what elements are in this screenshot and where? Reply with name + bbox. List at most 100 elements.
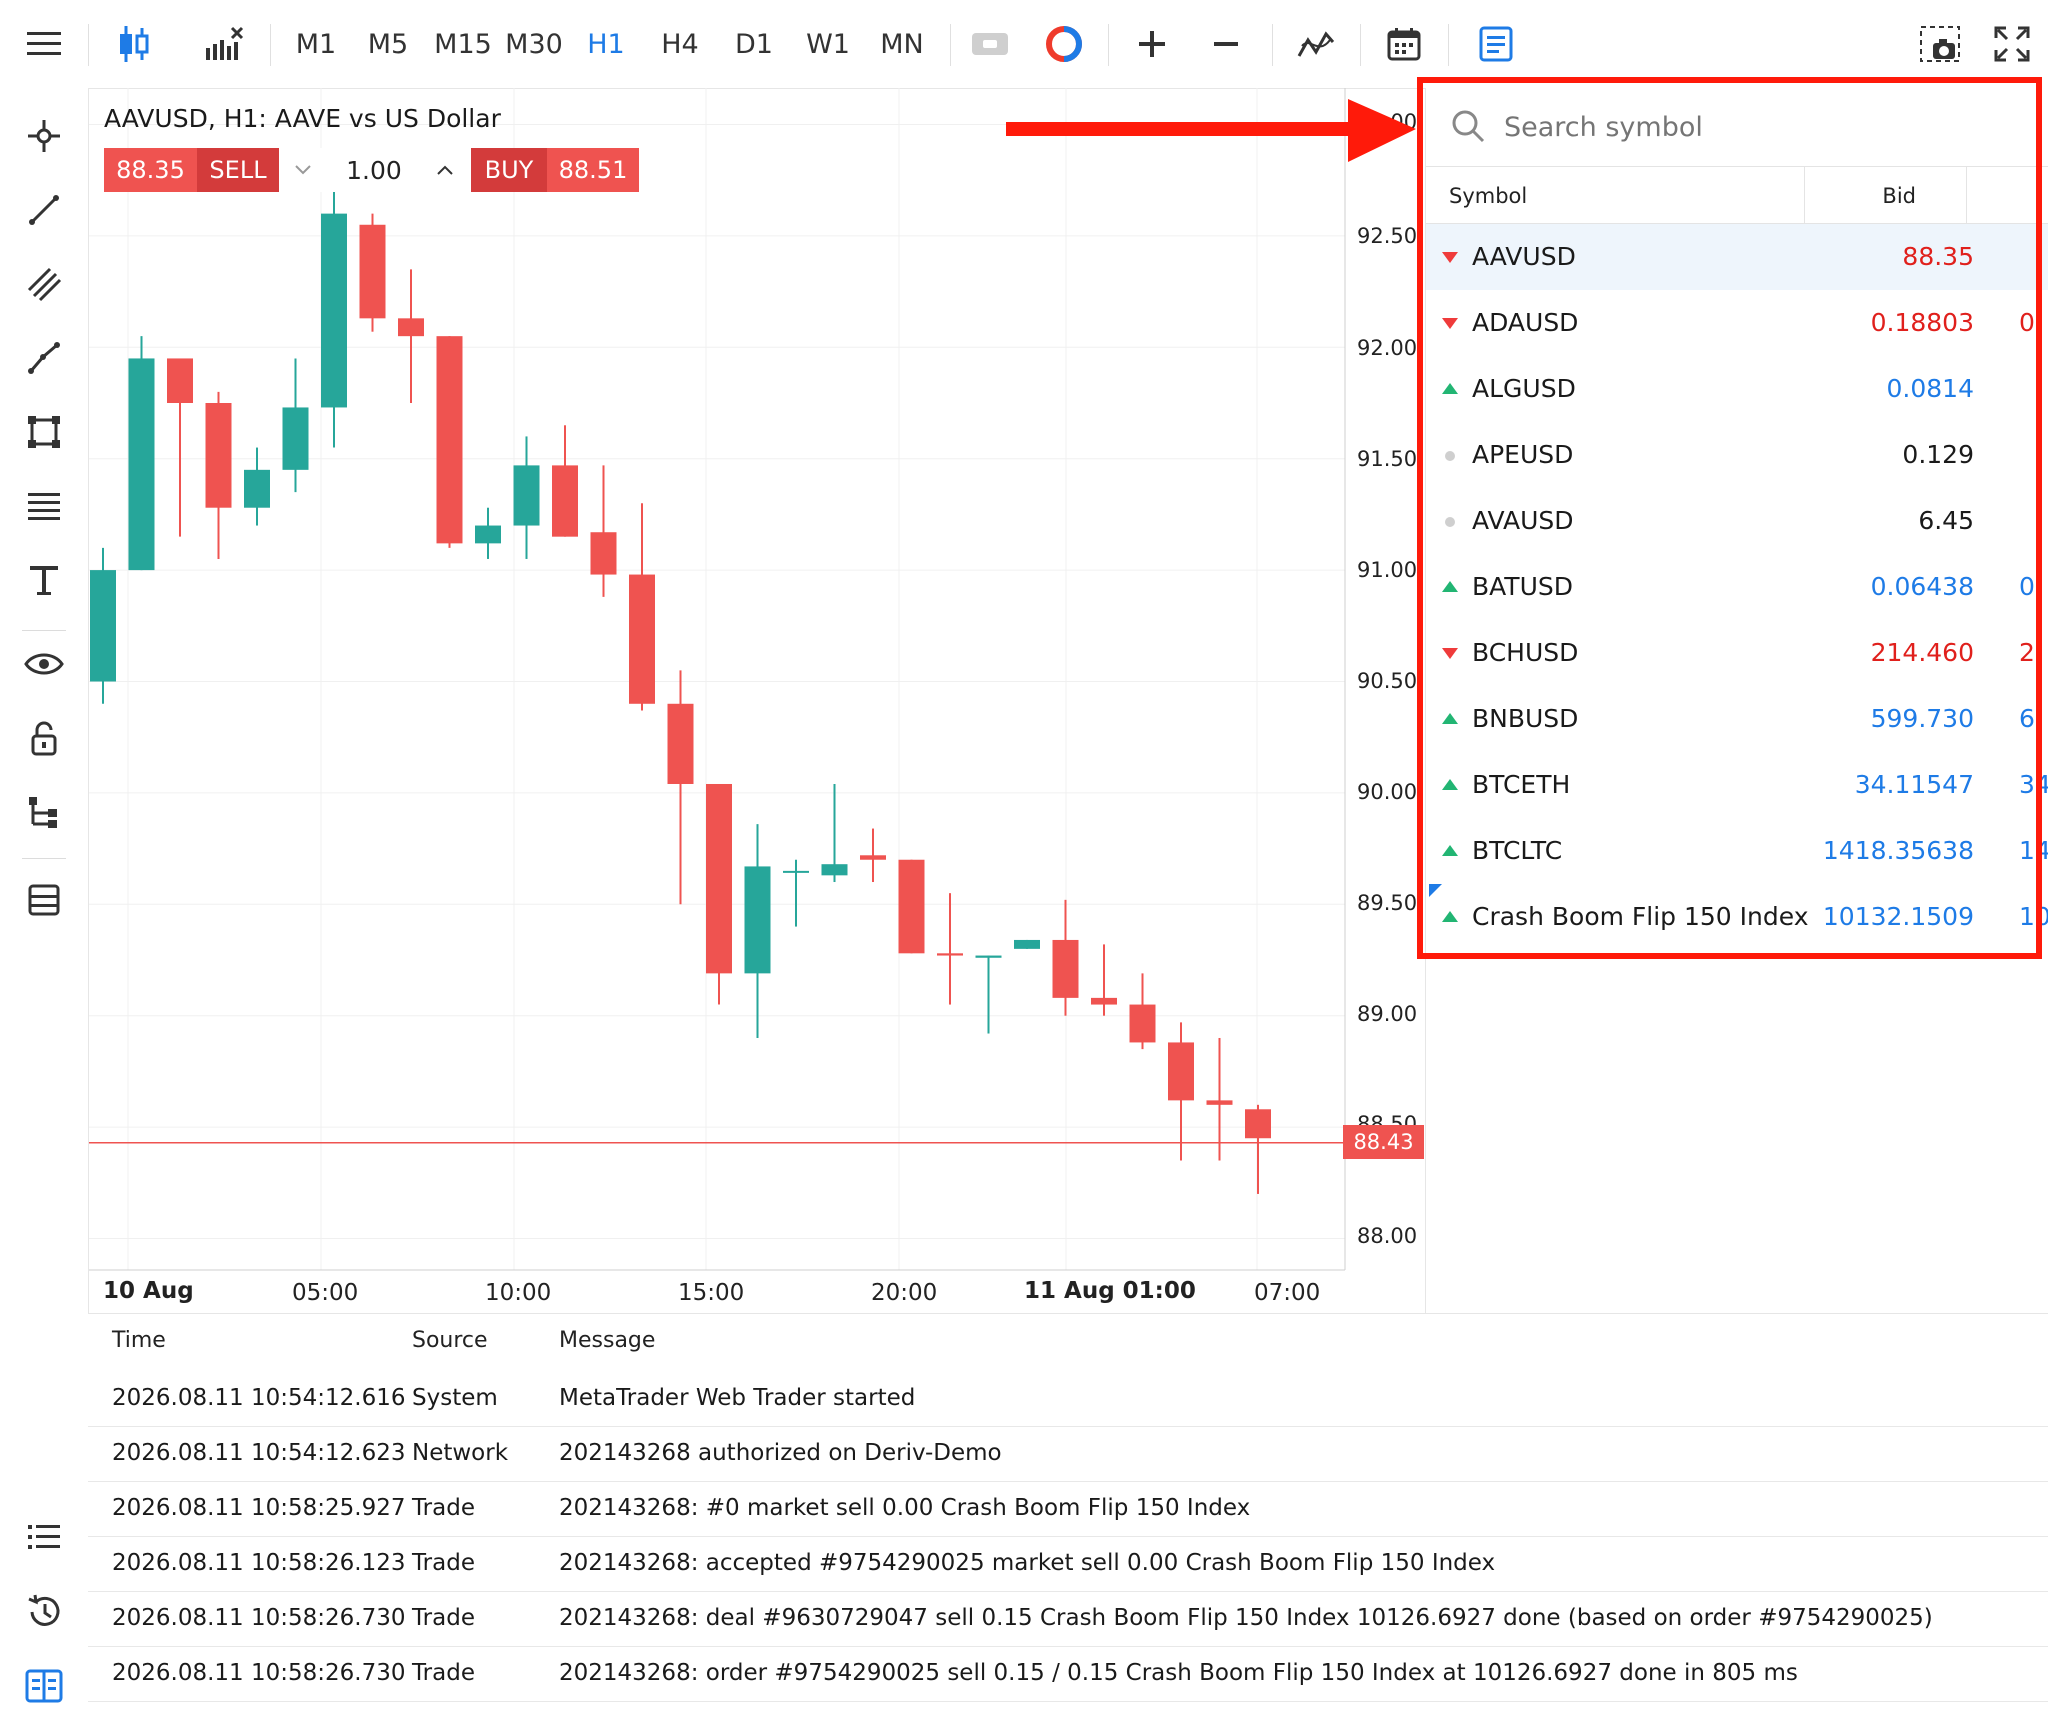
candle-body xyxy=(860,855,886,860)
calendar-icon[interactable] xyxy=(1376,14,1432,74)
symbol-row[interactable]: ALGUSD 0.0814 xyxy=(1426,356,2048,422)
price-axis-label: 88.00 xyxy=(1357,1224,1418,1248)
candle-body xyxy=(167,358,193,403)
volume-input[interactable]: 1.00 xyxy=(346,155,402,185)
timeframe-m15[interactable]: M15 xyxy=(434,28,492,60)
timeframe-m1[interactable]: M1 xyxy=(295,28,337,60)
timeframe-w1[interactable]: W1 xyxy=(806,28,850,60)
candle-body xyxy=(629,574,655,704)
candle-body xyxy=(1206,1100,1233,1105)
journal-time: 2026.08.11 10:58:26.730 xyxy=(112,1605,406,1631)
symbol-name: BCHUSD xyxy=(1472,638,1579,667)
journal-row[interactable]: 2026.08.11 10:58:25.927 Trade 202143268: #… xyxy=(88,1481,2048,1537)
crosshair-icon[interactable] xyxy=(18,110,70,162)
indicators-icon[interactable] xyxy=(196,14,252,74)
symbol-name: ADAUSD xyxy=(1472,308,1579,337)
price-down-icon xyxy=(1442,648,1458,659)
text-tool-icon[interactable] xyxy=(18,554,70,606)
journal-time: 2026.08.11 10:58:25.927 xyxy=(112,1495,406,1521)
volume-increase-icon[interactable] xyxy=(425,148,465,192)
candle-body xyxy=(513,465,540,526)
symbol-row[interactable]: AAVUSD 88.35 xyxy=(1426,224,2048,290)
scroll-marker-icon xyxy=(1429,884,1442,897)
symbol-row[interactable]: BCHUSD 214.460 2 xyxy=(1426,620,2048,686)
journal-row[interactable]: 2026.08.11 10:54:12.616 System MetaTrader … xyxy=(88,1371,2048,1427)
time-axis-label: 10:00 xyxy=(485,1280,552,1306)
journal-message: 202143268: deal #9630729047 sell 0.15 Cr… xyxy=(559,1605,1933,1631)
price-up-icon xyxy=(1442,911,1458,922)
candlestick-chart-icon[interactable] xyxy=(106,14,162,74)
symbol-row[interactable]: Crash Boom Flip 150 Index 10132.1509 1013 xyxy=(1426,884,2048,950)
one-click-trading-icon[interactable] xyxy=(962,14,1018,74)
symbol-row[interactable]: APEUSD 0.129 xyxy=(1426,422,2048,488)
trend-line-icon[interactable] xyxy=(18,184,70,236)
timeframe-m30[interactable]: M30 xyxy=(505,28,563,60)
search-input[interactable] xyxy=(1502,102,2026,152)
journal-source: Trade xyxy=(412,1605,475,1631)
price-up-icon xyxy=(1442,383,1458,394)
column-header-time[interactable]: Time xyxy=(112,1328,166,1353)
volume-decrease-icon[interactable] xyxy=(283,148,323,192)
column-header-symbol[interactable]: Symbol xyxy=(1449,184,1528,208)
column-header-bid[interactable]: Bid xyxy=(1882,184,1916,208)
trading-mode-icon[interactable] xyxy=(1036,14,1092,74)
symbol-row[interactable]: AVAUSD 6.45 xyxy=(1426,488,2048,554)
timeframe-mn[interactable]: MN xyxy=(880,28,924,60)
line-chart-icon[interactable] xyxy=(1288,14,1344,74)
price-unchanged-icon xyxy=(1445,517,1455,527)
channel-icon[interactable] xyxy=(18,258,70,310)
time-axis-label: 05:00 xyxy=(292,1280,359,1306)
candle-body xyxy=(1129,1004,1156,1043)
symbol-row[interactable]: BTCETH 34.11547 34 xyxy=(1426,752,2048,818)
polyline-icon[interactable] xyxy=(18,332,70,384)
shapes-icon[interactable] xyxy=(18,406,70,458)
history-icon[interactable] xyxy=(18,1586,70,1638)
price-chart[interactable] xyxy=(0,0,1425,1313)
menu-icon[interactable] xyxy=(14,14,74,74)
visibility-eye-icon[interactable] xyxy=(18,638,70,690)
symbol-ask: 1419 xyxy=(2019,836,2048,865)
zoom-in-icon[interactable] xyxy=(1124,14,1180,74)
journal-panel: Time Source Message 2026.08.11 10:54:12.… xyxy=(88,1313,2048,1728)
buy-button[interactable]: BUY 88.51 xyxy=(471,148,639,192)
symbol-row[interactable]: ADAUSD 0.18803 0 xyxy=(1426,290,2048,356)
sell-button[interactable]: 88.35 SELL xyxy=(104,148,279,192)
symbol-bid: 10132.1509 xyxy=(1822,902,1974,931)
object-tree-icon[interactable] xyxy=(18,786,70,838)
fibonacci-icon[interactable] xyxy=(18,480,70,532)
journal-source: Trade xyxy=(412,1550,475,1576)
list-view-icon[interactable] xyxy=(18,1512,70,1564)
search-icon xyxy=(1450,108,1486,144)
market-watch-toggle-icon[interactable] xyxy=(1468,14,1524,74)
price-unchanged-icon xyxy=(1445,451,1455,461)
lock-icon[interactable] xyxy=(18,712,70,764)
price-down-icon xyxy=(1442,318,1458,329)
journal-row[interactable]: 2026.08.11 10:58:26.123 Trade 202143268: a… xyxy=(88,1536,2048,1592)
candle-body xyxy=(436,336,463,544)
symbol-row[interactable]: BNBUSD 599.730 6 xyxy=(1426,686,2048,752)
journal-row[interactable]: 2026.08.11 10:58:26.730 Trade 202143268: o… xyxy=(88,1646,2048,1702)
fullscreen-icon[interactable] xyxy=(1982,14,2042,74)
screenshot-icon[interactable] xyxy=(1910,14,1970,74)
journal-toolbox-icon[interactable] xyxy=(18,1660,70,1712)
price-axis-label: 92.50 xyxy=(1357,224,1418,248)
candle-body xyxy=(398,318,424,337)
column-header-source[interactable]: Source xyxy=(412,1328,488,1353)
timeframe-d1[interactable]: D1 xyxy=(735,28,773,60)
journal-row[interactable]: 2026.08.11 10:54:12.623 Network 202143268 … xyxy=(88,1426,2048,1482)
symbol-row[interactable]: BTCLTC 1418.35638 1419 xyxy=(1426,818,2048,884)
zoom-out-icon[interactable] xyxy=(1198,14,1254,74)
templates-icon[interactable] xyxy=(18,874,70,926)
column-header-message[interactable]: Message xyxy=(559,1328,656,1353)
symbol-list: AAVUSD 88.35 ADAUSD 0.18803 0 ALGUSD 0.0814 APE… xyxy=(1426,224,2048,1084)
timeframe-m5[interactable]: M5 xyxy=(367,28,409,60)
symbol-ask: 1013 xyxy=(2019,902,2048,931)
timeframe-h1[interactable]: H1 xyxy=(587,28,625,60)
symbol-bid: 88.35 xyxy=(1902,242,1974,271)
price-up-icon xyxy=(1442,713,1458,724)
journal-row[interactable]: 2026.08.11 10:58:26.730 Trade 202143268: d… xyxy=(88,1591,2048,1647)
timeframe-h4[interactable]: H4 xyxy=(661,28,699,60)
symbol-bid: 0.18803 xyxy=(1870,308,1974,337)
symbol-row[interactable]: BATUSD 0.06438 0 xyxy=(1426,554,2048,620)
price-axis-label: 91.00 xyxy=(1357,558,1418,582)
